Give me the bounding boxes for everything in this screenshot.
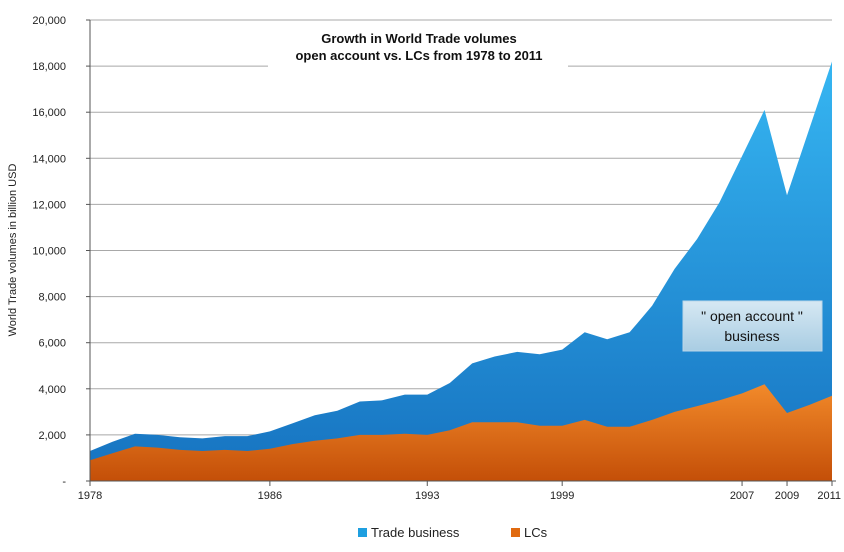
y-tick-label: 10,000 — [32, 246, 66, 258]
y-tick-label: 4,000 — [38, 384, 66, 396]
series-area-lcs — [90, 384, 832, 481]
x-tick-label: 1978 — [78, 490, 102, 502]
y-axis-label: World Trade volumes in billion USD — [7, 164, 19, 337]
annotation-box: " open account " business — [682, 300, 823, 352]
annotation-line-1: " open account " — [701, 308, 803, 324]
y-tick-label: - — [62, 476, 66, 488]
y-tick-label: 20,000 — [32, 15, 66, 27]
legend-swatch — [358, 528, 367, 537]
x-tick-labels: 1978 1986 1993 1999 2007 2009 2011 — [78, 481, 841, 502]
annotation-line-2: business — [724, 328, 779, 344]
x-tick-label: 2011 — [817, 490, 841, 502]
x-tick-label: 2007 — [730, 490, 754, 502]
y-tick-label: 6,000 — [38, 338, 66, 350]
annotation-background — [682, 300, 823, 352]
y-tick-label: 2,000 — [38, 430, 66, 442]
y-tick-label: 14,000 — [32, 153, 66, 165]
x-tick-label: 1993 — [415, 490, 439, 502]
chart-subtitle: open account vs. LCs from 1978 to 2011 — [295, 48, 542, 63]
series-area-trade-business — [90, 61, 832, 481]
legend-swatch — [511, 528, 520, 537]
y-tick-labels: - 2,000 4,000 6,000 8,000 10,000 12,000 14,000 1… — [32, 15, 66, 488]
y-tick-label: 16,000 — [32, 107, 66, 119]
chart-title-block: Growth in World Trade volumes open accou… — [268, 25, 568, 70]
title-background — [268, 25, 568, 70]
x-tick-label: 1986 — [258, 490, 282, 502]
axes — [86, 19, 836, 482]
y-tick-label: 18,000 — [32, 61, 66, 73]
chart-title: Growth in World Trade volumes — [321, 31, 517, 46]
x-tick-label: 2009 — [775, 490, 799, 502]
plot-areas — [90, 61, 832, 481]
x-tick-label: 1999 — [550, 490, 574, 502]
legend-label: Trade business — [371, 525, 460, 540]
y-tick-label: 8,000 — [38, 292, 66, 304]
y-tick-label: 12,000 — [32, 199, 66, 211]
legend-label: LCs — [524, 525, 548, 540]
legend: Trade business LCs — [358, 525, 548, 540]
